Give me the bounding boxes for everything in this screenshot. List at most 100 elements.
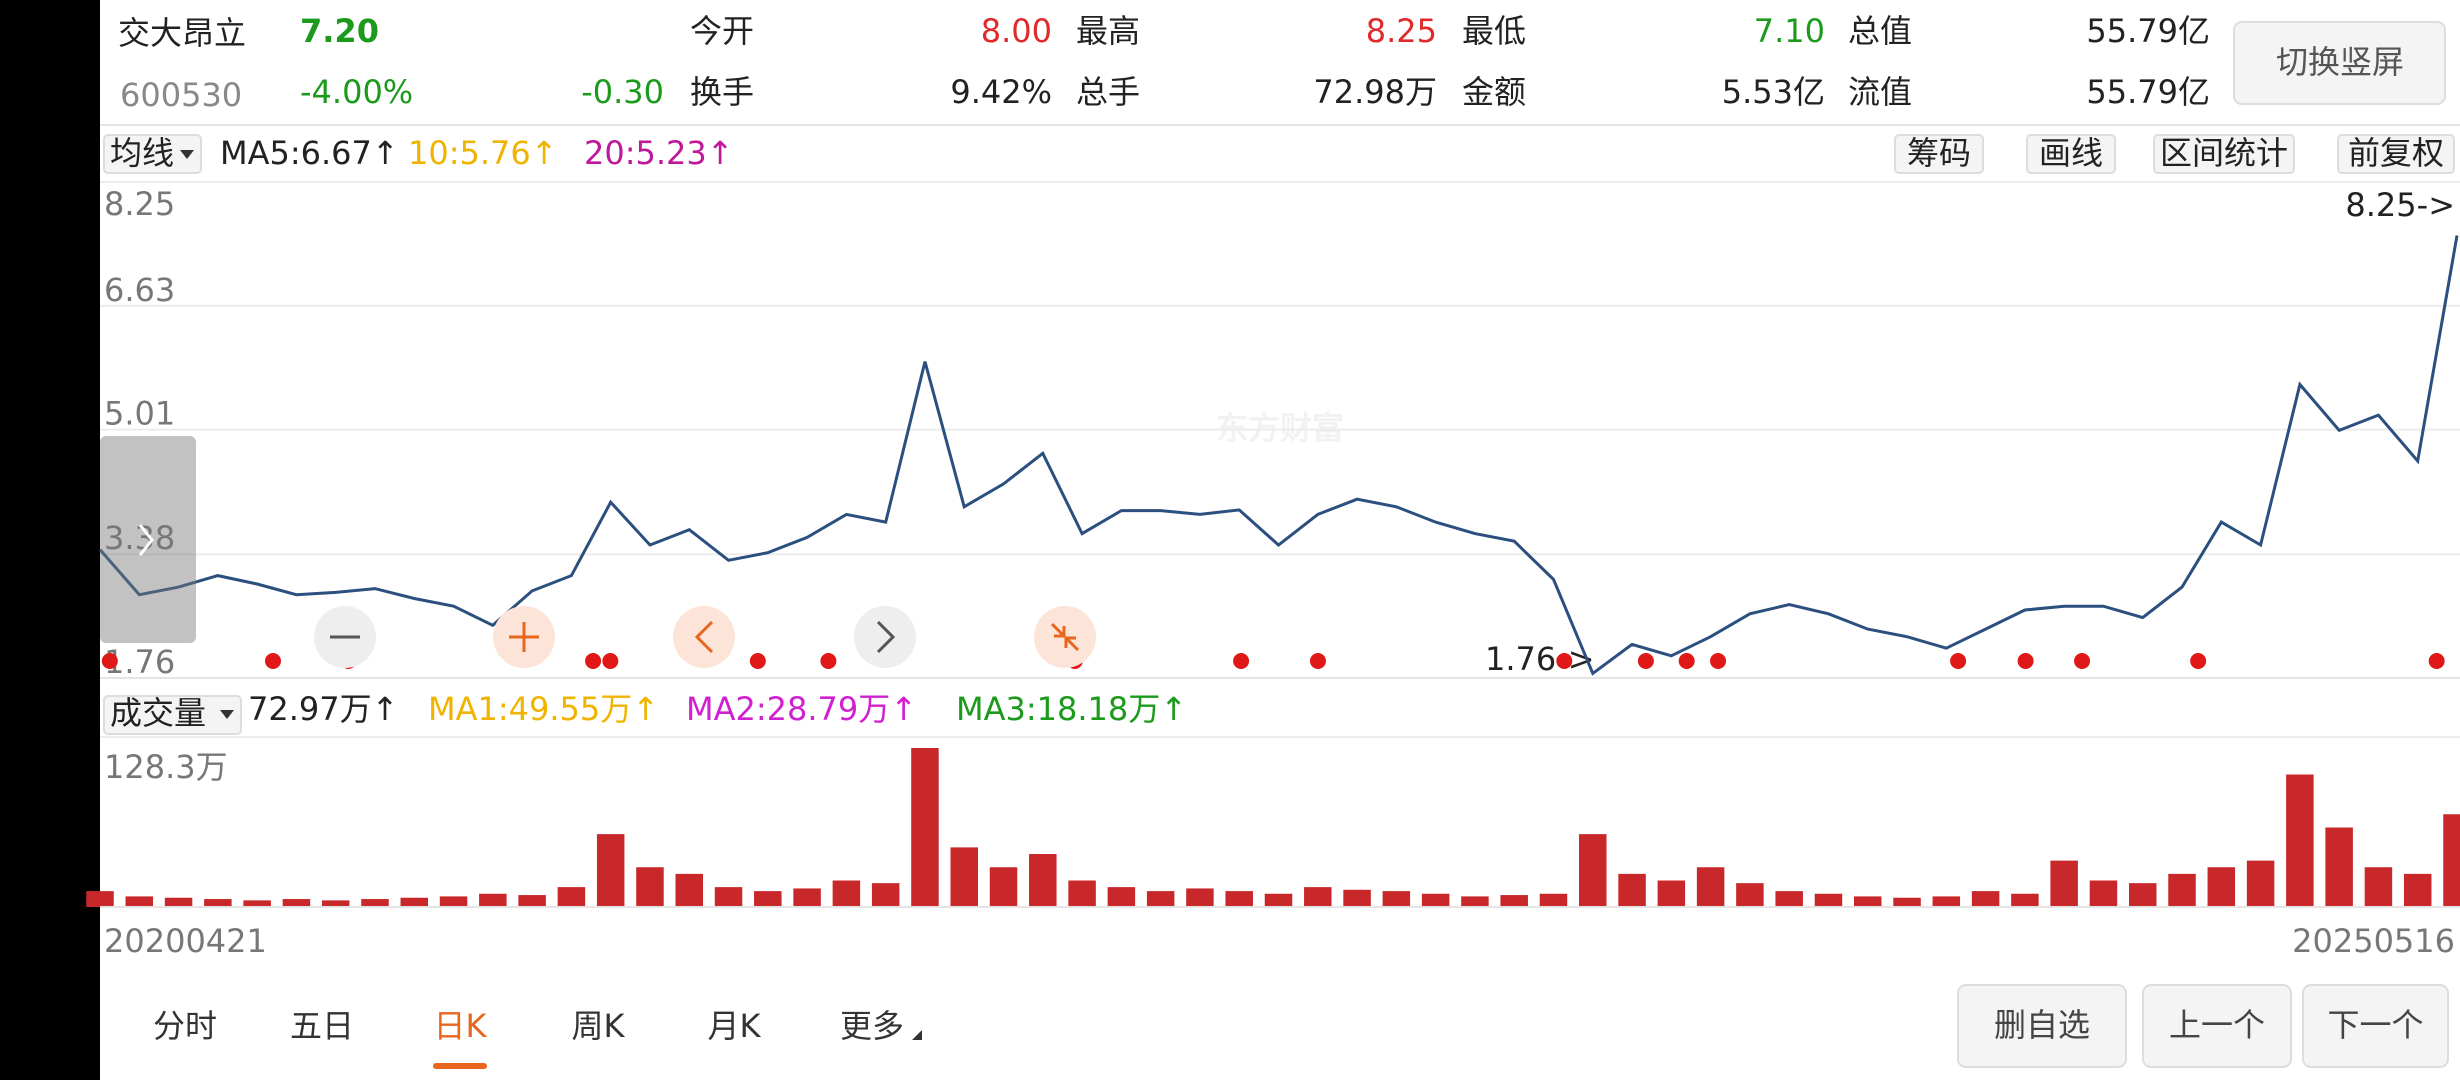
bottom-button-label: 下一个 [2327,1006,2423,1044]
volume-bar [1343,889,1371,907]
tool-button[interactable] [2026,134,2116,174]
volume-bar [1186,888,1214,907]
nav-button[interactable] [854,606,916,668]
volume-bar [243,900,271,907]
volume-bar [911,747,939,907]
volume-bar [2128,883,2157,907]
volume-bar [1029,853,1057,907]
bottom-button-label: 删自选 [1994,1006,2090,1044]
volume-bar [1421,893,1450,907]
event-dot[interactable] [1309,653,1326,669]
y-tick-label: 5.01 [104,395,175,433]
volume-select-label: 成交量 [110,694,206,732]
volume-bar [714,887,743,907]
event-dot[interactable] [2428,653,2445,669]
stat-value: 8.00 [981,12,1052,50]
stat-label: 换手 [690,73,754,111]
volume-bar [2364,867,2393,907]
stat-value: 55.79亿 [2086,12,2210,50]
ma-select[interactable] [103,134,202,174]
stat-value: 7.10 [1754,12,1825,50]
event-dot[interactable] [820,653,837,669]
volume-bar [282,899,311,907]
ma-select-label: 均线 [110,134,174,172]
rotate-button[interactable] [2233,21,2446,105]
event-dot[interactable] [1233,653,1250,669]
stat-label: 金额 [1462,73,1526,111]
tool-button[interactable] [2337,134,2455,174]
volume-bar [164,897,193,907]
scroll-arrow [138,524,154,556]
left-bar [0,0,100,1080]
volume-bar [2011,893,2039,907]
volume-bar [86,891,114,907]
low-marker: 1.76-> [1485,640,1595,678]
volume-bar [1814,893,1843,907]
bottom-button[interactable] [2302,984,2449,1068]
event-dot[interactable] [1556,653,1573,669]
tool-button-label: 区间统计 [2160,134,2288,172]
event-dot[interactable] [602,653,619,669]
nav-icon [509,622,539,652]
volume-bar [518,895,546,907]
volume-bar [1146,891,1175,907]
code: 600530 [120,76,242,114]
stock-name: 交大昂立 [118,14,246,52]
nav-icon [876,620,896,654]
event-dot[interactable] [1637,653,1654,669]
event-dot[interactable] [585,653,602,669]
volume-select[interactable] [103,695,242,735]
event-dot[interactable] [101,653,118,669]
change: -0.30 [581,73,664,111]
nav-button[interactable] [673,606,735,668]
event-dot[interactable] [1710,653,1727,669]
tab[interactable]: 周K [572,1007,626,1045]
event-dot[interactable] [2190,653,2207,669]
tab[interactable]: 日K [434,1007,488,1045]
event-dot[interactable] [1950,653,1967,669]
change-pct: -4.00% [300,73,413,111]
tab[interactable]: 五日 [290,1007,354,1045]
volume-bar [1657,880,1686,907]
volume-legend: 72.97万↑ [248,690,398,728]
stat-label: 流值 [1848,73,1912,111]
bottom-button-label: 上一个 [2169,1006,2265,1044]
volume-bar [1264,893,1293,907]
scroll-handle[interactable] [100,436,196,643]
tab[interactable]: 月K [708,1007,762,1045]
volume-bar [636,867,664,907]
bottom-button[interactable] [2142,984,2292,1068]
volume-bar [871,883,900,907]
bottom-button[interactable] [1957,984,2127,1068]
tool-button[interactable] [2153,134,2295,174]
volume-bar [596,834,625,907]
volume-bar [793,888,821,907]
y-tick-label: 6.63 [104,271,175,309]
volume-bar [1579,834,1607,907]
event-dot[interactable] [2074,653,2091,669]
volume-bar [2089,880,2118,907]
ma-value: MA5:6.67↑ [220,134,399,172]
volume-bar [557,887,586,907]
event-dot[interactable] [1678,653,1695,669]
volume-legend: MA2:28.79万↑ [686,690,917,728]
tool-button-label: 画线 [2039,134,2103,172]
volume-legend: MA3:18.18万↑ [956,690,1187,728]
event-dot[interactable] [265,653,282,669]
event-dot[interactable] [2017,653,2034,669]
nav-icon [1050,622,1080,652]
more-arrow [912,1030,922,1040]
volume-bar [675,873,703,907]
tab[interactable]: 分时 [153,1007,217,1045]
price: 7.20 [300,12,379,50]
volume-bar [400,897,429,907]
volume-bar [2050,860,2078,907]
stat-label: 今开 [690,12,754,50]
tab[interactable]: 更多 [840,1007,904,1045]
stat-label: 总值 [1848,12,1912,50]
volume-bar [1618,873,1646,907]
tool-button[interactable] [1894,134,1984,174]
event-dot[interactable] [749,653,766,669]
volume-bar [439,896,468,907]
